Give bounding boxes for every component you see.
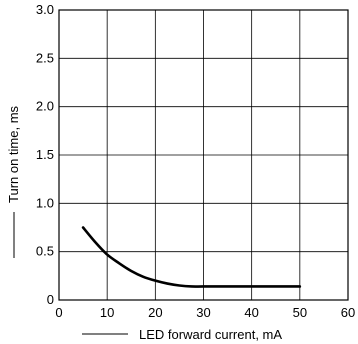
- x-tick-labels: 0 10 20 30 40 50 60: [55, 305, 355, 320]
- x-tick-label: 0: [55, 305, 62, 320]
- x-tick-label: 20: [148, 305, 162, 320]
- series-line-0: [81, 226, 302, 288]
- y-axis-label: Turn on time, ms: [6, 105, 21, 203]
- y-tick-label: 2.5: [36, 50, 54, 65]
- y-tick-label: 2.0: [36, 99, 54, 114]
- y-tick-label: 0.5: [36, 244, 54, 259]
- y-tick-label: 1.5: [36, 147, 54, 162]
- y-tick-label: 3.0: [36, 2, 54, 17]
- x-axis-label: LED forward current, mA: [139, 327, 282, 342]
- x-tick-label: 60: [341, 305, 355, 320]
- grid-lines: [59, 10, 348, 300]
- x-tick-label: 40: [244, 305, 258, 320]
- plot-frame: [58, 9, 349, 301]
- x-tick-label: 50: [293, 305, 307, 320]
- y-tick-label: 0: [47, 292, 54, 307]
- x-tick-label: 10: [100, 305, 114, 320]
- y-tick-labels: 0 0.5 1.0 1.5 2.0 2.5 3.0: [36, 2, 54, 307]
- y-tick-label: 1.0: [36, 195, 54, 210]
- x-tick-label: 30: [196, 305, 210, 320]
- series-curves: [81, 226, 302, 288]
